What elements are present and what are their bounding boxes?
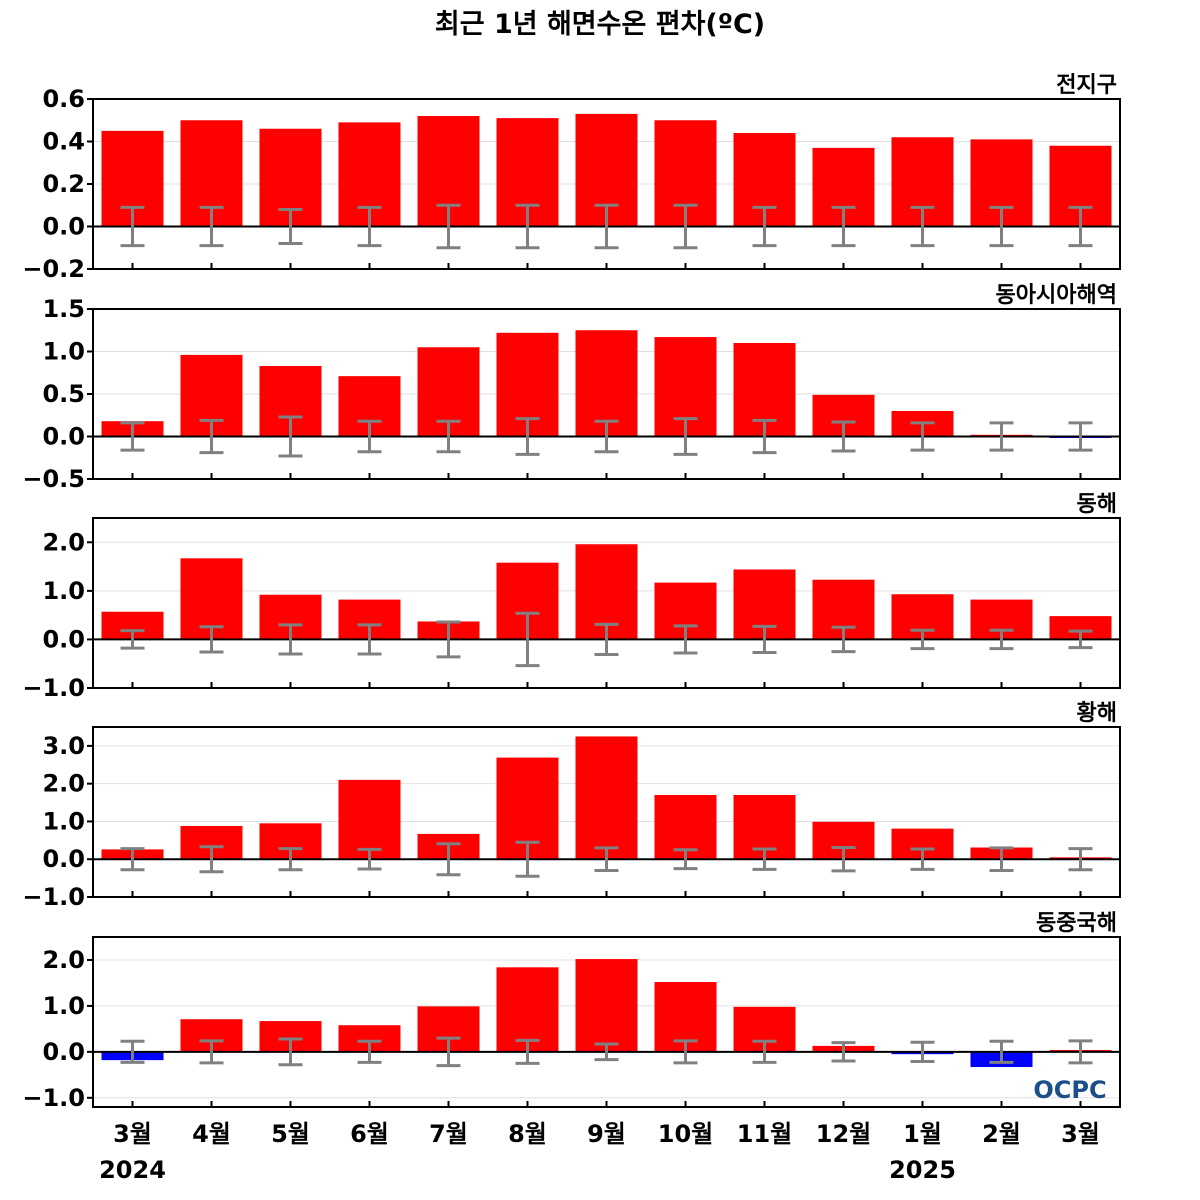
y-tick-label: 2.0	[42, 528, 85, 556]
month-label: 12월	[816, 1120, 871, 1148]
y-tick-label: 3.0	[42, 732, 85, 760]
month-label: 2월	[982, 1120, 1021, 1148]
bar	[575, 736, 638, 860]
figure-title: 최근 1년 해면수온 편차(ºC)	[435, 9, 765, 40]
y-tick-label: 1.0	[42, 577, 85, 605]
month-label: 8월	[508, 1120, 547, 1148]
y-tick-label: 0.0	[42, 625, 85, 653]
logo-text: OCPC	[1033, 1076, 1106, 1104]
panel-2: −1.0 0.0 1.0 2.0 동해	[22, 492, 1121, 702]
x-axis-labels: 3월 4월 5월 6월 7월 8월 9월 10월 11월 12월 1월 2월 3월 2024 2025	[99, 1120, 1100, 1184]
month-label: 3월	[1061, 1120, 1100, 1148]
y-tick-label: −0.2	[22, 255, 85, 283]
y-tick-label: 0.0	[42, 213, 85, 241]
panel-3: −1.0 0.0 1.0 2.0 3.0 황해	[22, 701, 1121, 911]
region-title: 황해	[1077, 701, 1117, 726]
bar	[575, 959, 638, 1052]
y-tick-label: −1.0	[22, 883, 85, 911]
y-tick-label: 2.0	[42, 946, 85, 974]
month-label: 6월	[350, 1120, 389, 1148]
month-label: 3월	[113, 1120, 152, 1148]
y-tick-label: 0.2	[42, 170, 85, 198]
month-label: 11월	[737, 1120, 792, 1148]
y-tick-label: −1.0	[22, 1084, 85, 1112]
panel-4: −1.0 0.0 1.0 2.0 동중국해	[22, 911, 1121, 1112]
month-label: 5월	[271, 1120, 310, 1148]
month-label: 10월	[658, 1120, 713, 1148]
month-label: 7월	[429, 1120, 468, 1148]
y-tick-label: 2.0	[42, 770, 85, 798]
bar	[1049, 616, 1112, 640]
y-tick-label: 1.5	[42, 295, 85, 323]
y-tick-label: −1.0	[22, 674, 85, 702]
y-tick-label: 0.0	[42, 423, 85, 451]
month-label: 1월	[903, 1120, 942, 1148]
y-tick-label: −0.5	[22, 465, 85, 493]
y-tick-label: 0.0	[42, 845, 85, 873]
bar	[496, 967, 559, 1052]
ocpc-logo: OCPC	[1033, 1076, 1106, 1104]
year-label: 2025	[889, 1156, 956, 1184]
y-tick-label: 1.0	[42, 338, 85, 366]
y-tick-label: 0.4	[42, 128, 85, 156]
bar	[575, 330, 638, 437]
y-tick-label: 1.0	[42, 992, 85, 1020]
region-title: 동중국해	[1036, 911, 1117, 936]
year-label: 2024	[99, 1156, 166, 1184]
region-title: 전지구	[1056, 73, 1117, 98]
y-tick-label: 0.5	[42, 380, 85, 408]
y-tick-label: 1.0	[42, 807, 85, 835]
region-title: 동해	[1077, 492, 1117, 517]
y-tick-label: 0.0	[42, 1038, 85, 1066]
panel-1: −0.5 0.0 0.5 1.0 1.5 동아시아해역	[22, 283, 1121, 493]
y-tick-label: 0.6	[42, 85, 85, 113]
month-label: 4월	[192, 1120, 231, 1148]
panel-0: −0.2 0.0 0.2 0.4 0.6 전지구	[22, 73, 1121, 283]
region-title: 동아시아해역	[996, 283, 1117, 308]
chart-panels: −0.2 0.0 0.2 0.4 0.6 전지구 −0.5 0.0 0.5 1.0 1.5 동아시아해…	[22, 73, 1121, 1112]
bar	[338, 779, 401, 860]
month-label: 9월	[587, 1120, 626, 1148]
